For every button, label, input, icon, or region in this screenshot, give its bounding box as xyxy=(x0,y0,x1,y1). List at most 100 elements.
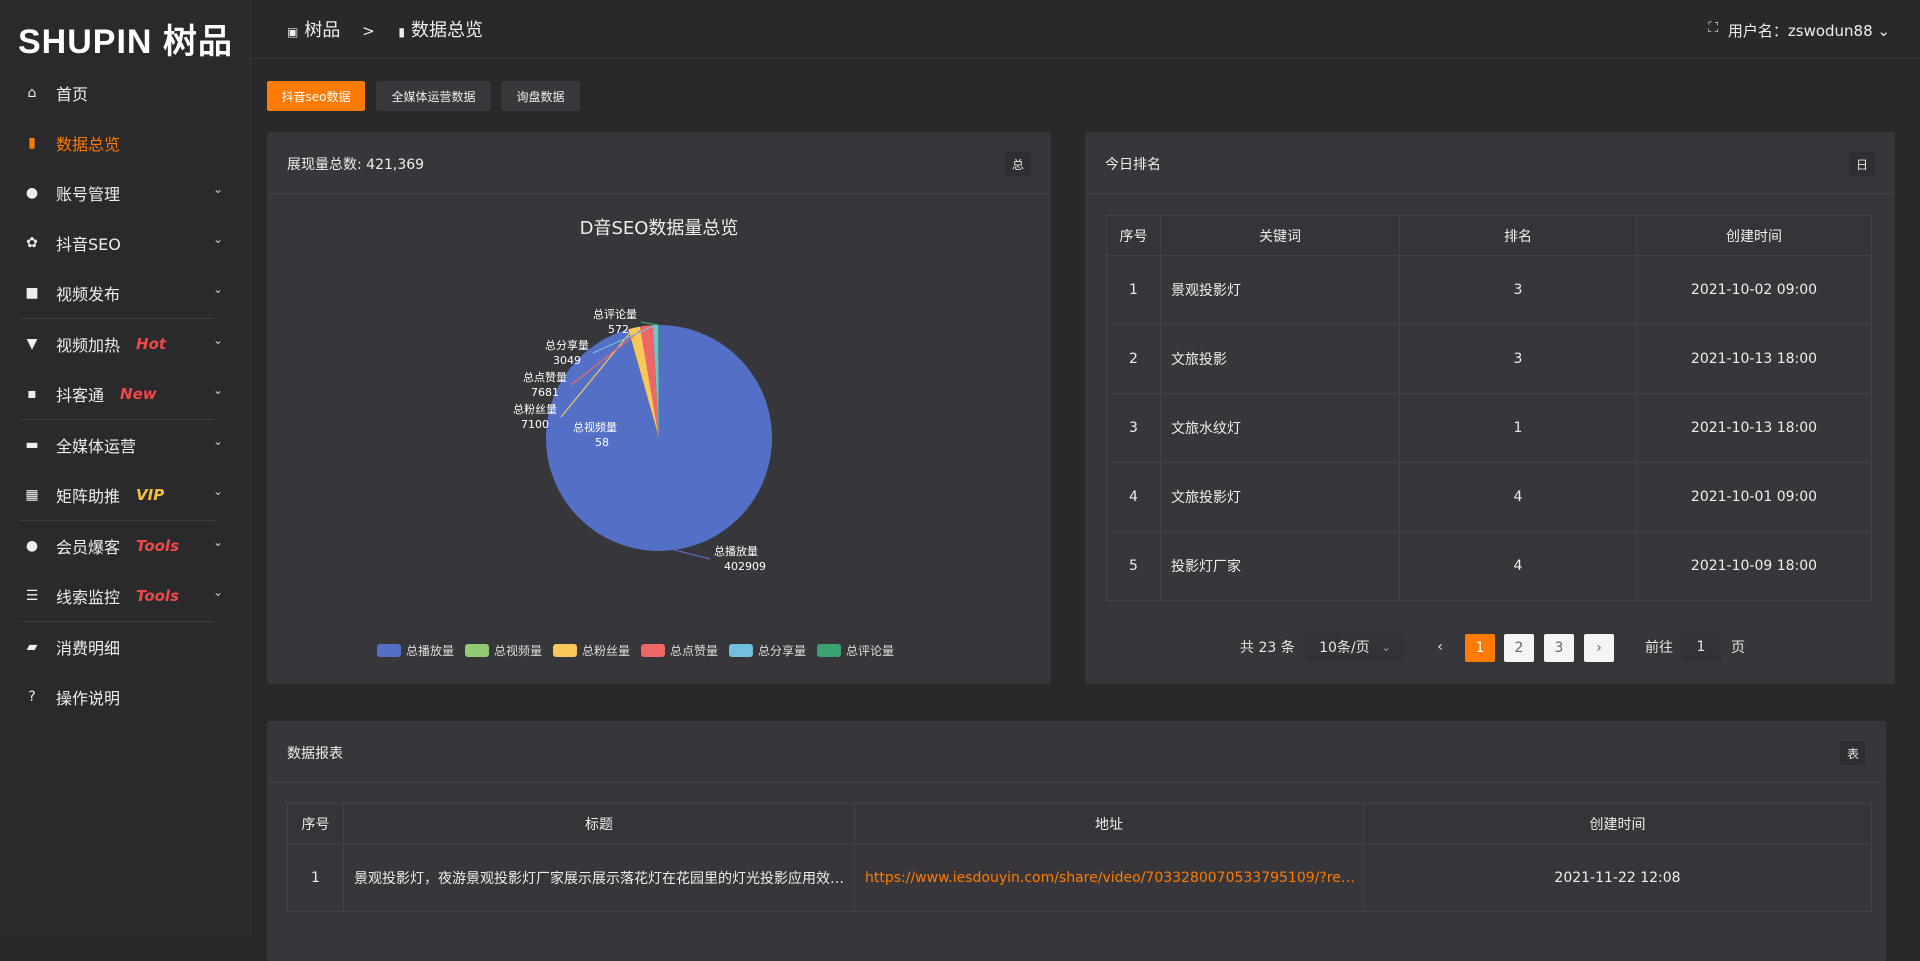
label-leader-line xyxy=(674,549,711,560)
sidebar-item[interactable]: ☰ 线索监控 Tools ⌄ xyxy=(0,571,251,621)
sidebar-item-label: 抖客通 xyxy=(56,386,105,405)
pie-slice[interactable] xyxy=(628,329,659,438)
bar-chart-icon: ▮ xyxy=(28,135,36,151)
rank-table: 序号 关键词 排名 创建时间 1 景观投影灯 3 2021-10-02 09:00 2 文旅投影 3… xyxy=(1106,215,1872,601)
next-page-button[interactable]: › xyxy=(1584,634,1614,662)
legend-swatch[interactable] xyxy=(553,644,577,657)
legend-swatch[interactable] xyxy=(817,644,841,657)
sidebar-item[interactable]: ▰ 消费明细 xyxy=(0,622,251,672)
total-button[interactable]: 总 xyxy=(1005,152,1031,176)
sidebar-item[interactable]: ▦ 矩阵助推 VIP ⌄ xyxy=(0,470,251,520)
chevron-down-icon: ⌄ xyxy=(212,484,223,498)
divider xyxy=(267,193,1051,194)
divider xyxy=(1085,193,1895,194)
sidebar-item-label: 会员爆客 xyxy=(56,538,121,557)
page-size-select[interactable]: 10条/页 ⌄ xyxy=(1305,632,1405,662)
sidebar-item[interactable]: ▼ 视频加热 Hot ⌄ xyxy=(0,319,251,369)
sidebar-item[interactable]: ▬ 全媒体运营 ⌄ xyxy=(0,420,251,470)
sidebar-item-label: 全媒体运营 xyxy=(56,437,137,456)
sidebar-item[interactable]: ? 操作说明 xyxy=(0,672,251,722)
sidebar-item-label: 操作说明 xyxy=(56,689,121,708)
card-title: 展现量总数: 421,369 xyxy=(287,157,425,173)
legend-label[interactable]: 总评论量 xyxy=(846,644,894,658)
divider xyxy=(20,520,215,521)
home-icon: ⌂ xyxy=(27,85,37,101)
sidebar-item[interactable]: ✿ 抖音SEO ⌄ xyxy=(0,218,251,268)
sidebar-item-label: 账号管理 xyxy=(56,185,121,204)
sidebar-item[interactable]: ▪ 抖客通 New ⌄ xyxy=(0,369,251,419)
column-header: 地址 xyxy=(854,803,1364,844)
legend-label[interactable]: 总视频量 xyxy=(494,643,542,658)
sidebar-item-label: 抖音SEO xyxy=(56,235,121,254)
legend-label[interactable]: 总分享量 xyxy=(758,643,806,658)
total-count: 共 23 条 xyxy=(1240,640,1295,656)
sidebar-item[interactable]: ▮ 数据总览 xyxy=(0,118,251,168)
page-1[interactable]: 1 xyxy=(1465,634,1495,662)
sidebar-item[interactable]: ● 会员爆客 Tools ⌄ xyxy=(0,521,251,571)
video-link[interactable]: https://www.iesdouyin.com/share/video/70… xyxy=(854,843,1364,912)
chart-icon: ▣ xyxy=(287,25,299,39)
table-row: 2 文旅投影 3 2021-10-13 18:00 xyxy=(1106,324,1872,394)
chevron-down-icon: ⌄ xyxy=(212,434,223,448)
table-row: 4 文旅投影灯 4 2021-10-01 09:00 xyxy=(1106,462,1872,532)
pie-slice[interactable] xyxy=(652,325,659,438)
tab-inquiry[interactable]: 询盘数据 xyxy=(501,81,580,111)
slice-value: 3049 xyxy=(553,354,581,367)
chevron-down-icon: ⌄ xyxy=(1872,22,1890,40)
slice-value: 58 xyxy=(595,436,609,449)
wallet-icon: ▰ xyxy=(26,639,38,655)
legend-label[interactable]: 总播放量 xyxy=(406,643,454,658)
page-2[interactable]: 2 xyxy=(1504,634,1534,662)
chat-icon: ▪ xyxy=(27,386,37,402)
table-cell: 景观投影灯，夜游景观投影灯厂家展示展示落花灯在花园里的灯光投影应用效果 # xyxy=(343,843,855,912)
help-icon: ? xyxy=(28,689,36,705)
goto-page-input[interactable]: 1 xyxy=(1681,632,1721,662)
legend-swatch[interactable] xyxy=(729,644,753,657)
pie-slice[interactable] xyxy=(640,325,659,438)
tab-douyin-seo[interactable]: 抖音seo数据 xyxy=(267,81,365,111)
day-button[interactable]: 日 xyxy=(1849,152,1875,176)
label-leader-line xyxy=(592,324,656,354)
tab-all-media[interactable]: 全媒体运营数据 xyxy=(376,81,491,111)
sidebar-item[interactable]: ■ 视频发布 ⌄ xyxy=(0,268,251,318)
legend-label[interactable]: 总点赞量 xyxy=(670,644,718,658)
pie-slice[interactable] xyxy=(545,325,772,551)
divider xyxy=(20,318,215,319)
sidebar-item[interactable]: ● 账号管理 ⌄ xyxy=(0,168,251,218)
label-leader-line xyxy=(560,327,635,418)
legend-swatch[interactable] xyxy=(641,644,665,657)
legend-label[interactable]: 总粉丝量 xyxy=(582,644,630,658)
table-cell: 文旅投影 xyxy=(1160,324,1400,394)
fullscreen-icon[interactable]: ⛶ xyxy=(1708,20,1718,36)
table-header: 序号 标题 地址 创建时间 xyxy=(287,803,1872,844)
legend-swatch[interactable] xyxy=(377,644,401,657)
slice-label: 总点赞量 xyxy=(523,370,567,384)
divider xyxy=(20,621,215,622)
table-header: 序号 关键词 排名 创建时间 xyxy=(1106,215,1872,256)
table-cell: 3 xyxy=(1106,393,1161,463)
sliders-icon: ☰ xyxy=(25,588,39,604)
prev-page-button[interactable]: ‹ xyxy=(1437,639,1443,655)
chevron-down-icon: ⌄ xyxy=(212,535,223,549)
bar-chart-icon: ▮ xyxy=(398,25,405,39)
table-cell: 3 xyxy=(1399,255,1637,325)
breadcrumb-current: 数据总览 xyxy=(411,20,483,41)
goto-label: 前往 xyxy=(1645,640,1673,656)
table-row: 1 景观投影灯 3 2021-10-02 09:00 xyxy=(1106,255,1872,325)
card-title: 今日排名 xyxy=(1105,157,1161,173)
sidebar-badge: VIP xyxy=(136,486,165,504)
sidebar-item[interactable]: ⌂ 首页 xyxy=(0,68,251,118)
table-cell: 投影灯厂家 xyxy=(1160,531,1400,601)
table-button[interactable]: 表 xyxy=(1840,741,1866,765)
label-leader-line xyxy=(640,321,659,326)
user-icon: ● xyxy=(25,538,39,554)
pie-slice[interactable] xyxy=(628,326,659,438)
monitor-stand-icon: ▼ xyxy=(26,336,38,352)
user-menu[interactable]: 用户名：zswodun88 ⌄ xyxy=(1728,20,1890,41)
legend-swatch[interactable] xyxy=(465,644,489,657)
page-3[interactable]: 3 xyxy=(1544,634,1574,662)
logo: SHUPIN 树品 xyxy=(18,23,233,61)
chart-title: D音SEO数据量总览 xyxy=(580,218,739,239)
breadcrumb-home[interactable]: 树品 xyxy=(304,20,341,41)
